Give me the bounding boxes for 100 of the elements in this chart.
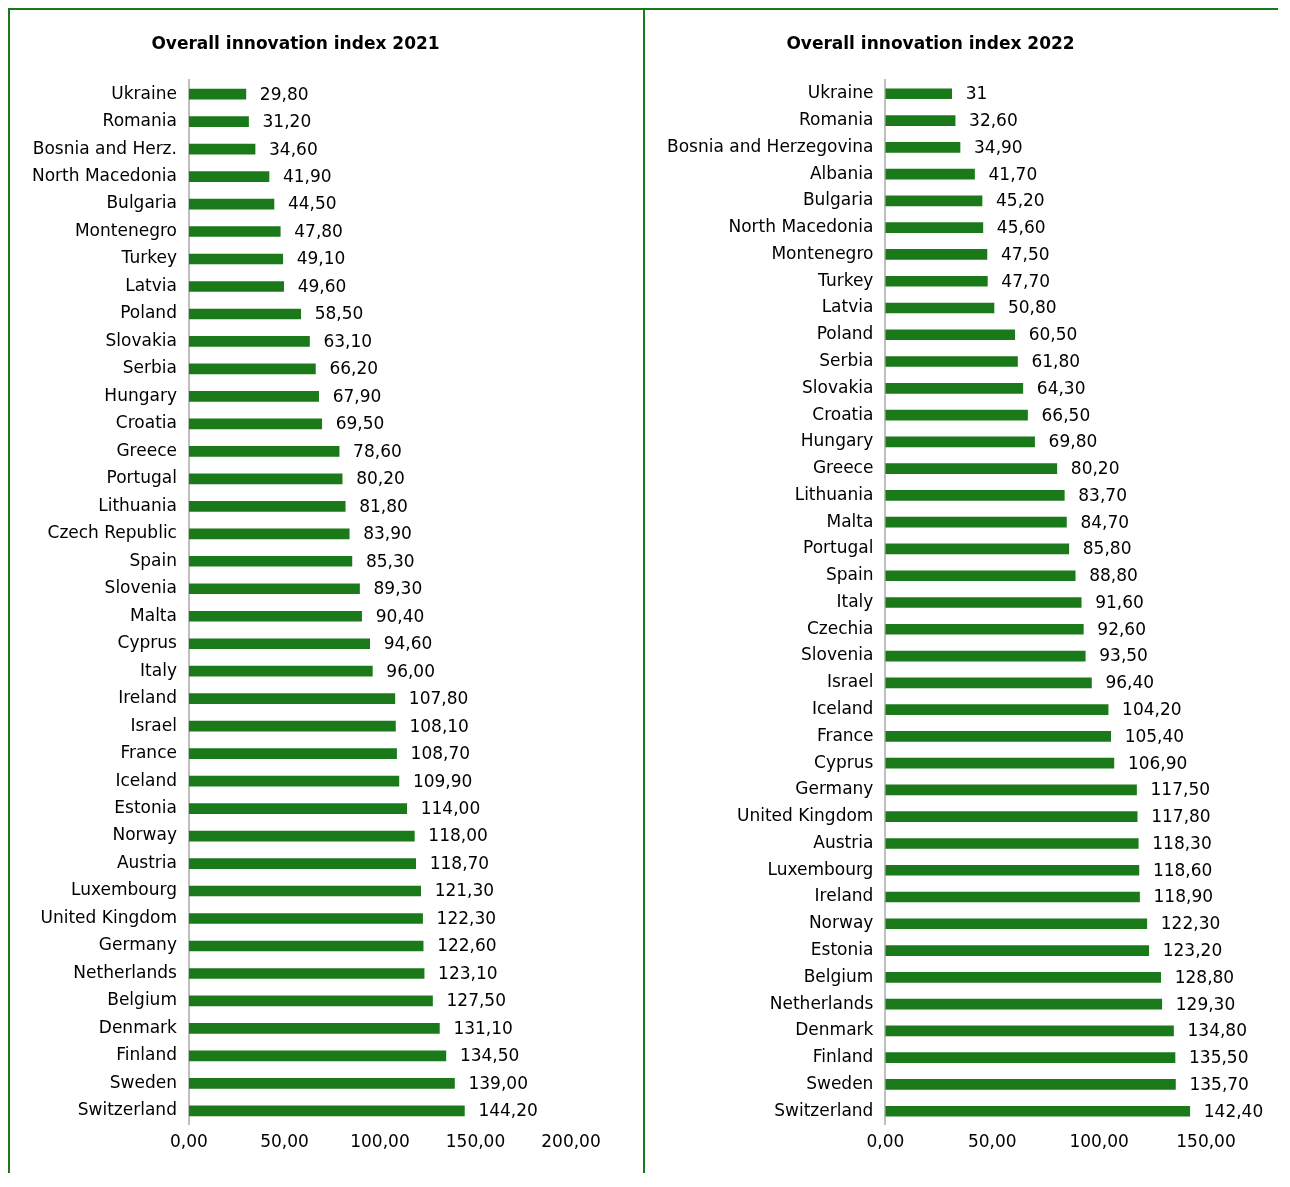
y-tick-label: Hungary — [800, 430, 874, 451]
y-tick-label: Netherlands — [769, 992, 874, 1013]
data-label: 81,80 — [359, 495, 408, 516]
data-label: 118,90 — [1153, 886, 1214, 907]
data-label: 83,90 — [363, 523, 412, 544]
y-tick-label: Slovenia — [104, 577, 177, 598]
data-label: 109,90 — [412, 770, 473, 791]
y-tick-label: Serbia — [122, 357, 177, 378]
y-tick-label: Bosnia and Herzegovina — [666, 135, 874, 156]
y-tick-label: Denmark — [795, 1019, 874, 1040]
data-label: 134,80 — [1187, 1020, 1247, 1041]
y-tick-label: Bulgaria — [106, 192, 177, 213]
data-label: 31,20 — [262, 111, 312, 132]
y-tick-label: Malta — [130, 604, 177, 625]
y-tick-label: Germany — [98, 934, 177, 955]
x-tick-label: 100,00 — [350, 1131, 410, 1152]
y-tick-label: Poland — [816, 323, 874, 344]
y-tick-label: Malta — [826, 510, 874, 531]
y-tick-label: Croatia — [812, 403, 874, 424]
y-tick-label: Finland — [116, 1044, 177, 1065]
y-tick-label: Slovakia — [802, 376, 874, 397]
y-tick-label: Switzerland — [774, 1099, 874, 1120]
y-tick-label: Portugal — [802, 537, 874, 558]
data-label: 69,80 — [1048, 431, 1098, 452]
data-label: 129,30 — [1175, 993, 1236, 1014]
data-label: 47,50 — [1000, 243, 1050, 264]
y-tick-label: Italy — [836, 590, 874, 611]
y-tick-label: Montenegro — [74, 219, 177, 240]
data-label: 121,30 — [434, 880, 495, 901]
data-label: 83,70 — [1078, 484, 1127, 505]
y-tick-label: Turkey — [817, 269, 874, 290]
data-label: 61,80 — [1031, 350, 1081, 371]
y-tick-label: Ukraine — [111, 82, 177, 103]
data-label: 134,50 — [459, 1045, 520, 1066]
data-label: 66,20 — [329, 358, 379, 379]
y-tick-label: Estonia — [810, 938, 874, 959]
y-tick-label: Lithuania — [794, 483, 874, 504]
y-tick-label: Ukraine — [807, 82, 874, 103]
y-tick-label: Iceland — [115, 769, 177, 790]
data-label: 64,30 — [1036, 377, 1086, 398]
y-tick-label: Cyprus — [814, 751, 874, 772]
y-tick-label: Luxembourg — [767, 858, 874, 879]
data-label: 117,50 — [1150, 779, 1211, 800]
data-label: 96,00 — [386, 660, 435, 681]
data-label: 144,20 — [478, 1100, 538, 1121]
data-label: 128,80 — [1174, 966, 1235, 987]
y-tick-label: Switzerland — [77, 1099, 177, 1120]
data-label: 85,80 — [1082, 538, 1132, 559]
y-tick-label: Hungary — [104, 384, 177, 405]
data-label: 80,20 — [1070, 458, 1120, 479]
y-tick-label: Romania — [102, 110, 177, 131]
data-label: 69,50 — [335, 413, 385, 434]
y-tick-label: Turkey — [120, 247, 177, 268]
data-label: 50,80 — [1007, 297, 1057, 318]
y-tick-label: Iceland — [811, 698, 874, 719]
x-tick-label: 150,00 — [445, 1131, 506, 1152]
y-tick-label: Luxembourg — [71, 879, 177, 900]
data-label: 94,60 — [383, 633, 433, 654]
y-tick-label: Czech Republic — [47, 522, 177, 543]
y-tick-label: North Macedonia — [32, 165, 177, 185]
data-label: 104,20 — [1122, 699, 1182, 720]
y-tick-label: Albania — [809, 162, 874, 183]
y-tick-label: Greece — [812, 457, 874, 478]
data-label: 58,50 — [314, 303, 364, 324]
y-tick-label: United Kingdom — [40, 906, 177, 927]
data-label: 32,60 — [969, 109, 1018, 130]
data-label: 45,20 — [996, 190, 1045, 211]
data-label: 91,60 — [1095, 591, 1144, 612]
y-tick-label: France — [816, 724, 874, 745]
y-tick-label: Austria — [116, 851, 177, 872]
data-label: 90,40 — [375, 605, 425, 626]
data-label: 127,50 — [446, 990, 506, 1011]
y-tick-label: Italy — [140, 659, 177, 680]
chart-title: Overall innovation index 2021 — [151, 32, 440, 53]
y-tick-label: Serbia — [819, 349, 874, 370]
data-label: 114,00 — [420, 798, 481, 819]
data-label: 122,30 — [1160, 913, 1221, 934]
data-label: 88,80 — [1089, 565, 1138, 586]
y-tick-label: Latvia — [821, 296, 874, 317]
y-tick-label: United Kingdom — [736, 805, 874, 826]
x-tick-label: 100,00 — [1069, 1131, 1129, 1152]
data-label: 29,80 — [259, 83, 309, 104]
y-tick-label: Greece — [116, 439, 177, 460]
y-tick-label: Norway — [112, 824, 177, 845]
data-label: 93,50 — [1099, 645, 1148, 666]
y-tick-label: Germany — [795, 778, 874, 799]
x-tick-label: 0,00 — [170, 1131, 208, 1152]
y-tick-label: Belgium — [107, 989, 177, 1010]
chart-title: Overall innovation index 2022 — [786, 32, 1075, 53]
data-label: 118,00 — [428, 825, 488, 846]
data-label: 49,60 — [297, 275, 347, 296]
data-label: 108,70 — [410, 743, 471, 764]
data-label: 117,80 — [1151, 806, 1211, 827]
x-tick-label: 200,00 — [541, 1131, 601, 1152]
data-label: 66,50 — [1041, 404, 1091, 425]
data-label: 105,40 — [1124, 725, 1185, 746]
x-tick-label: 150,00 — [1176, 1131, 1236, 1152]
y-tick-label: Bosnia and Herz. — [32, 137, 177, 158]
y-tick-label: Croatia — [115, 412, 177, 433]
y-tick-label: Montenegro — [771, 242, 874, 263]
